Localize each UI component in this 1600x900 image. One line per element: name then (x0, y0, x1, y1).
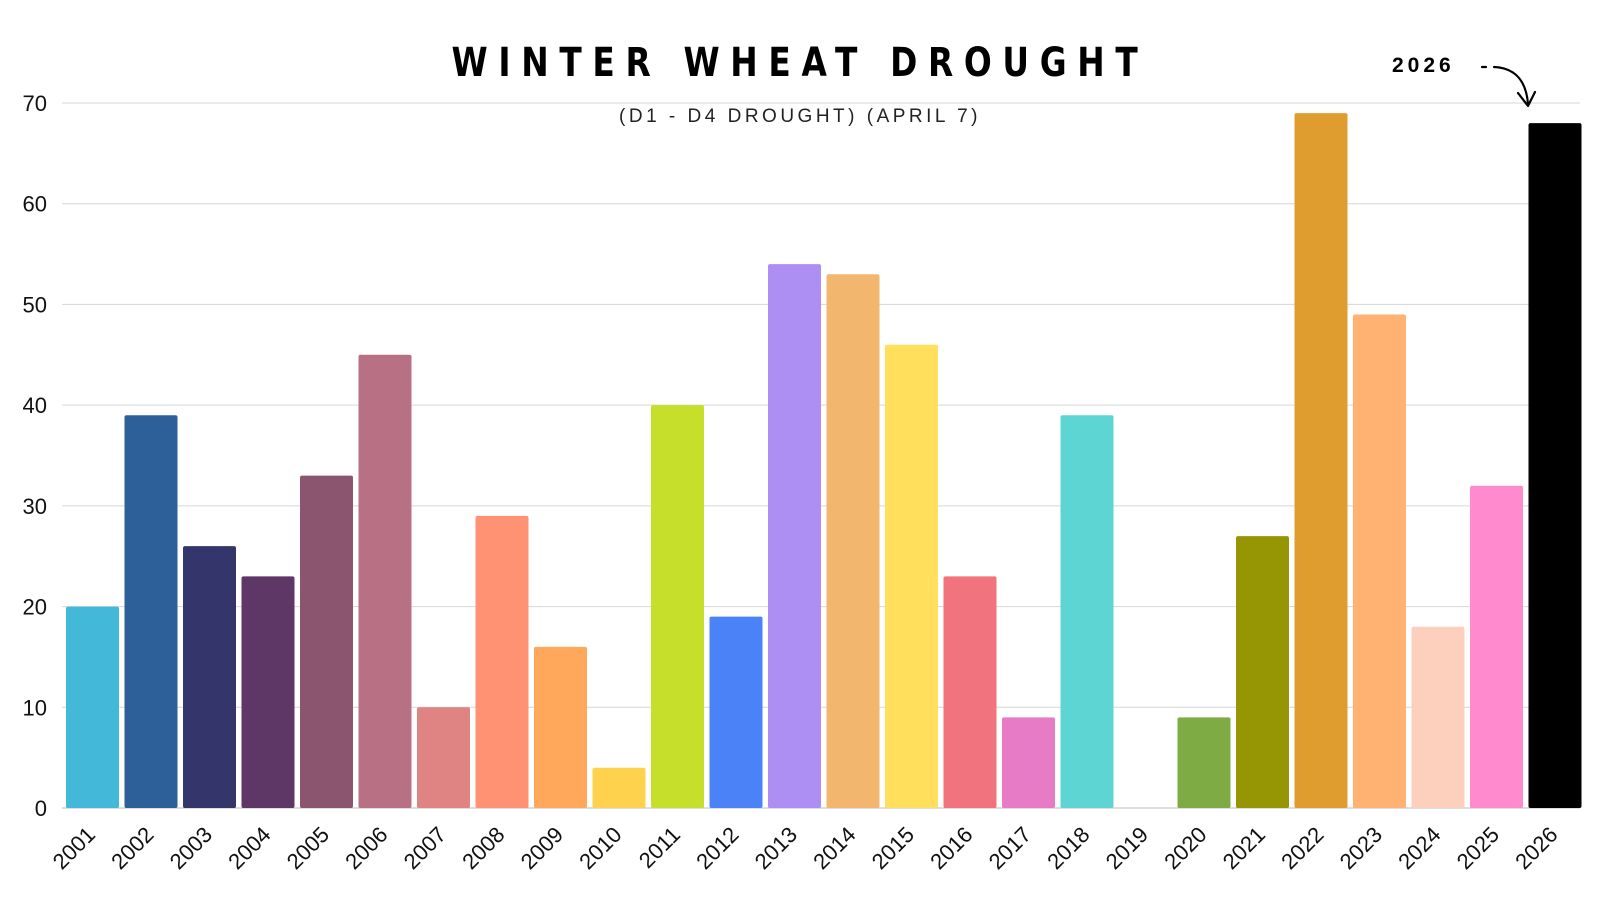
bar-2023 (1353, 314, 1406, 808)
bar-2004 (241, 576, 295, 808)
x-tick-label: 2003 (165, 822, 217, 874)
x-tick-label: 2011 (634, 822, 685, 873)
x-tick-label: 2001 (48, 822, 100, 874)
chart-subtitle: (D1 - D4 DROUGHT) (APRIL 7) (619, 106, 981, 127)
x-tick-label: 2023 (1335, 822, 1387, 874)
y-tick-label: 70 (23, 91, 47, 116)
x-axis-ticks: 2001 2002 2003 2004 2005 2006 2007 2008 2009 2010… (48, 822, 1563, 874)
annotation-arrow (1480, 65, 1537, 108)
x-tick-label: 2014 (808, 822, 860, 874)
bar-2010 (592, 767, 646, 808)
bar-2006 (358, 354, 412, 808)
y-tick-label: 30 (23, 494, 47, 519)
arrow-icon (1492, 65, 1530, 106)
x-tick-label: 2022 (1276, 822, 1328, 874)
y-tick-label: 40 (23, 393, 47, 418)
y-tick-label: 0 (35, 796, 47, 821)
x-tick-label: 2026 (1510, 822, 1562, 874)
y-tick-label: 60 (23, 192, 47, 217)
bar-2005 (300, 475, 353, 808)
bar-2011 (651, 405, 704, 808)
x-tick-label: 2021 (1218, 822, 1270, 874)
bar-2007 (417, 707, 470, 808)
x-tick-label: 2002 (106, 822, 158, 874)
x-tick-label: 2004 (223, 822, 275, 874)
y-axis-ticks: 0 10 20 30 40 50 60 70 (23, 91, 47, 821)
x-tick-label: 2007 (399, 822, 451, 874)
y-tick-label: 50 (23, 292, 47, 317)
y-tick-label: 20 (23, 595, 47, 620)
bar-2008 (475, 515, 529, 808)
x-tick-label: 2017 (984, 822, 1036, 874)
chart-title: WINTER WHEAT DROUGHT (451, 40, 1149, 86)
x-tick-label: 2015 (867, 822, 919, 874)
bars (66, 113, 1582, 809)
x-tick-label: 2020 (1159, 822, 1211, 874)
bar-2022 (1294, 113, 1348, 809)
bar-2021 (1236, 536, 1289, 808)
bar-2020 (1177, 717, 1231, 808)
bar-2012 (709, 616, 763, 808)
bar-2015 (885, 344, 938, 808)
x-tick-label: 2019 (1101, 822, 1153, 874)
x-tick-label: 2024 (1393, 822, 1445, 874)
x-tick-label: 2013 (750, 822, 802, 874)
annotation-label: 2026 (1392, 54, 1455, 77)
bar-2026 (1528, 123, 1582, 808)
x-tick-label: 2016 (925, 822, 977, 874)
bar-2018 (1060, 415, 1114, 808)
x-tick-label: 2010 (574, 822, 626, 874)
x-tick-label: 2008 (457, 822, 509, 874)
bar-2016 (943, 576, 997, 808)
bar-2017 (1002, 717, 1055, 808)
bar-2003 (183, 546, 236, 808)
bar-2024 (1411, 626, 1465, 808)
bar-2009 (534, 646, 587, 808)
bar-2013 (768, 264, 821, 809)
x-tick-label: 2006 (340, 822, 392, 874)
bar-2002 (124, 415, 178, 808)
x-tick-label: 2005 (282, 822, 334, 874)
bar-2001 (66, 606, 119, 808)
x-tick-label: 2012 (691, 822, 743, 874)
arrowhead-icon (1516, 90, 1537, 108)
y-tick-label: 10 (23, 695, 47, 720)
x-tick-label: 2009 (516, 822, 568, 874)
x-tick-label: 2018 (1042, 822, 1094, 874)
bar-2014 (826, 274, 880, 808)
bar-2025 (1470, 485, 1523, 808)
x-tick-label: 2025 (1452, 822, 1504, 874)
